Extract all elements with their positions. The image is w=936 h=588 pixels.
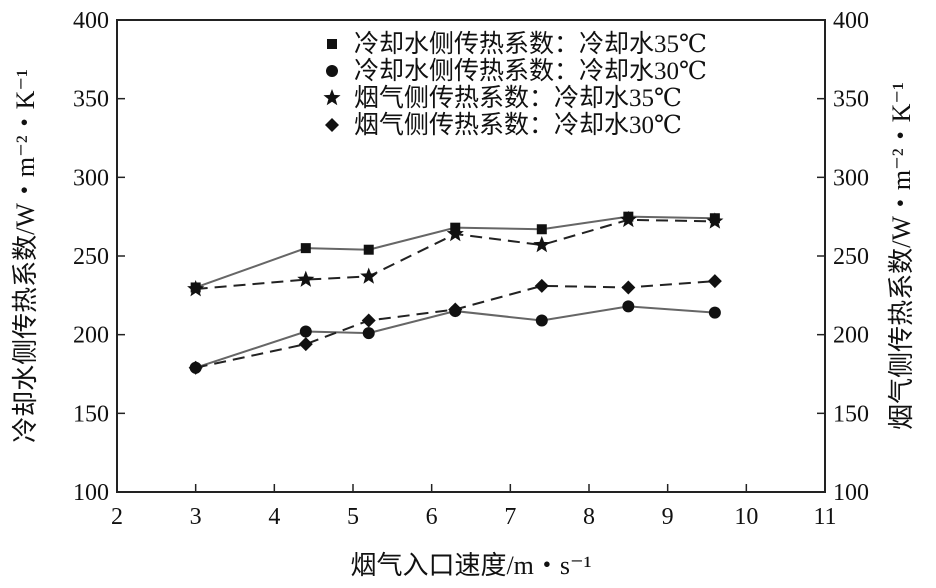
data-point-s3 (360, 267, 378, 284)
data-point-s3 (446, 224, 464, 242)
data-point-s2 (299, 325, 312, 338)
y-right-tick-label: 350 (833, 87, 869, 113)
y-axis-right-label: 烟气侧传热系数/W・m⁻²・K⁻¹ (887, 82, 916, 430)
y-left-tick-label: 300 (73, 165, 109, 191)
legend-marker-3 (323, 89, 341, 106)
x-tick-label: 2 (111, 504, 123, 530)
y-left-tick-label: 350 (73, 87, 109, 113)
data-point-s1 (536, 224, 547, 235)
legend-marker-2 (326, 65, 338, 77)
series-layer (187, 210, 724, 375)
data-point-s2 (535, 314, 548, 327)
data-point-s4 (448, 302, 463, 317)
data-point-s1 (300, 243, 311, 254)
y-right-tick-label: 200 (833, 323, 869, 349)
x-axis-label: 烟气入口速度/m・s⁻¹ (350, 551, 591, 580)
data-point-s2 (362, 327, 375, 340)
y-axis-left-label: 冷却水侧传热系数/W・m⁻²・K⁻¹ (11, 69, 40, 443)
data-point-s4 (707, 274, 722, 289)
legend-marker-4 (325, 118, 339, 132)
x-tick-label: 7 (504, 504, 516, 530)
y-right-tick-label: 400 (833, 8, 869, 34)
data-point-s3 (187, 280, 205, 297)
x-tick-label: 11 (813, 504, 836, 530)
y-right-tick-label: 100 (833, 480, 869, 506)
axis-ticks: 2 3 4 5 6 7 8 9 10 111001502002503003504001001502… (73, 8, 869, 530)
y-left-tick-label: 250 (73, 244, 109, 270)
data-point-s4 (298, 337, 313, 352)
y-left-tick-label: 150 (73, 401, 109, 427)
legend-label-4: 烟气侧传热系数：冷却水30℃ (354, 111, 682, 139)
data-point-s3 (706, 212, 724, 229)
y-left-tick-label: 200 (73, 323, 109, 349)
data-point-s4 (621, 280, 636, 295)
data-point-s4 (188, 360, 203, 375)
legend-label-1: 冷却水侧传热系数：冷却水35℃ (354, 30, 707, 58)
series-line-4 (195, 280, 715, 369)
x-tick-label: 3 (190, 504, 202, 530)
y-right-tick-label: 300 (833, 165, 869, 191)
y-right-tick-label: 150 (833, 401, 869, 427)
x-tick-label: 5 (347, 504, 359, 530)
data-point-s2 (622, 300, 635, 313)
data-point-s4 (534, 278, 549, 293)
data-point-s2 (708, 306, 721, 319)
x-tick-label: 4 (268, 504, 280, 530)
data-point-s3 (619, 210, 637, 228)
data-point-s3 (297, 270, 315, 287)
data-point-s3 (533, 235, 551, 253)
legend: 冷却水侧传热系数：冷却水35℃冷却水侧传热系数：冷却水30℃烟气侧传热系数：冷却… (323, 30, 707, 139)
data-point-s4 (361, 313, 376, 328)
y-left-tick-label: 400 (73, 8, 109, 34)
y-right-tick-label: 250 (833, 244, 869, 270)
x-tick-label: 8 (583, 504, 595, 530)
legend-marker-1 (327, 39, 337, 49)
y-left-tick-label: 100 (73, 480, 109, 506)
x-tick-label: 6 (426, 504, 438, 530)
data-point-s1 (363, 244, 374, 255)
legend-label-2: 冷却水侧传热系数：冷却水30℃ (354, 57, 707, 85)
legend-label-3: 烟气侧传热系数：冷却水35℃ (354, 84, 682, 112)
x-tick-label: 10 (734, 504, 758, 530)
x-tick-label: 9 (662, 504, 674, 530)
